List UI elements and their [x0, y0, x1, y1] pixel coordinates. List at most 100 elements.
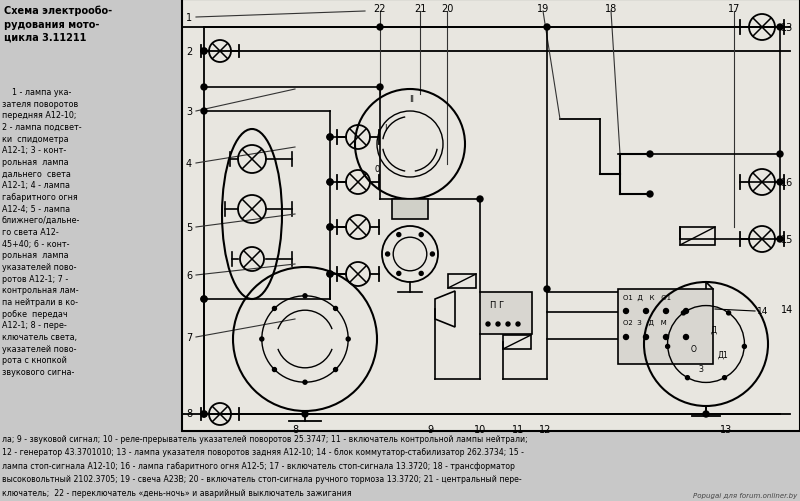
Circle shape [327, 180, 333, 186]
Text: 8: 8 [186, 408, 192, 418]
Circle shape [273, 307, 277, 311]
Circle shape [742, 345, 746, 349]
Text: Д1: Д1 [718, 350, 729, 359]
Circle shape [647, 152, 653, 158]
Circle shape [703, 411, 709, 417]
Circle shape [377, 25, 383, 31]
Circle shape [201, 49, 207, 55]
Text: 17: 17 [728, 4, 740, 14]
Circle shape [477, 196, 483, 202]
Text: 19: 19 [537, 4, 549, 14]
Text: 11: 11 [512, 424, 524, 434]
Circle shape [327, 272, 333, 278]
Bar [480, 293, 532, 334]
Bar [0, 431, 800, 501]
Text: 13: 13 [781, 23, 793, 33]
Text: высоковольтный 2102.3705; 19 - свеча А23В; 20 - включатель стоп-сигнала ручного : высоковольтный 2102.3705; 19 - свеча А23… [2, 474, 522, 483]
Circle shape [327, 224, 333, 230]
Circle shape [201, 411, 207, 417]
Circle shape [683, 309, 689, 314]
Circle shape [273, 368, 277, 372]
Circle shape [201, 49, 207, 55]
Circle shape [726, 311, 730, 315]
Text: 18: 18 [605, 4, 617, 14]
Circle shape [623, 309, 629, 314]
Bar [680, 227, 715, 245]
Circle shape [777, 25, 783, 31]
Text: 12 - генератор 43.3701010; 13 - лампа указателя поворотов задняя А12-10; 14 - бл: 12 - генератор 43.3701010; 13 - лампа ук… [2, 447, 524, 456]
Circle shape [722, 376, 726, 380]
Circle shape [686, 376, 690, 380]
Bar [182, 0, 800, 431]
Circle shape [643, 335, 649, 340]
Text: 13: 13 [720, 424, 732, 434]
Text: 10: 10 [474, 424, 486, 434]
Circle shape [397, 272, 401, 276]
Circle shape [327, 135, 333, 141]
Text: 9: 9 [427, 424, 433, 434]
Circle shape [486, 322, 490, 326]
Circle shape [516, 322, 520, 326]
Circle shape [334, 307, 338, 311]
Circle shape [327, 135, 333, 141]
Circle shape [386, 253, 390, 257]
Circle shape [544, 25, 550, 31]
Text: 4: 4 [186, 159, 192, 169]
Text: З: З [698, 365, 703, 374]
Text: 14: 14 [757, 307, 768, 316]
Circle shape [777, 180, 783, 186]
Circle shape [334, 368, 338, 372]
Text: 20: 20 [441, 4, 453, 14]
Circle shape [302, 411, 308, 417]
Circle shape [327, 180, 333, 186]
Text: ключатель;  22 - переключатель «день-ночь» и аварийный выключатель зажигания: ключатель; 22 - переключатель «день-ночь… [2, 488, 352, 497]
Text: 1: 1 [186, 13, 192, 23]
Circle shape [377, 85, 383, 91]
Text: 22: 22 [374, 4, 386, 14]
Circle shape [623, 335, 629, 340]
Text: Popugai для forum.onliner.by: Popugai для forum.onliner.by [693, 492, 797, 498]
Circle shape [260, 337, 264, 341]
Text: 14: 14 [781, 305, 793, 314]
Circle shape [430, 253, 434, 257]
Circle shape [303, 380, 307, 384]
Circle shape [327, 224, 333, 230]
Circle shape [683, 335, 689, 340]
Circle shape [682, 311, 686, 315]
Circle shape [419, 272, 423, 276]
Circle shape [201, 297, 207, 303]
Text: Схема электрообо-
рудования мото-
цикла 3.11211: Схема электрообо- рудования мото- цикла … [4, 6, 112, 43]
Circle shape [201, 109, 207, 115]
Text: 2: 2 [186, 47, 192, 57]
Bar [0, 0, 182, 501]
Text: О: О [691, 345, 697, 354]
Bar [448, 275, 476, 289]
Circle shape [777, 236, 783, 242]
Circle shape [419, 233, 423, 237]
Text: О2  З   Д   М: О2 З Д М [623, 319, 666, 326]
Circle shape [663, 335, 669, 340]
Text: 5: 5 [186, 222, 192, 232]
Circle shape [544, 287, 550, 293]
Text: лампа стоп-сигнала А12-10; 16 - лампа габаритного огня А12-5; 17 - включатель ст: лампа стоп-сигнала А12-10; 16 - лампа га… [2, 461, 515, 470]
Text: 21: 21 [414, 4, 426, 14]
Text: Д: Д [711, 325, 717, 334]
Circle shape [647, 191, 653, 197]
Text: 1 - лампа ука-
зателя поворотов
передняя А12-10;
2 - лампа подсвет-
ки  спидомет: 1 - лампа ука- зателя поворотов передняя… [2, 88, 82, 376]
Bar [503, 335, 531, 349]
Circle shape [663, 309, 669, 314]
Text: 16: 16 [781, 178, 793, 188]
Text: II: II [410, 95, 414, 104]
Text: О1  Д   К   О1: О1 Д К О1 [623, 295, 671, 301]
Bar [618, 290, 713, 364]
Text: 7: 7 [186, 332, 192, 342]
Circle shape [666, 345, 670, 349]
Circle shape [777, 152, 783, 158]
Text: П Г: П Г [490, 301, 504, 310]
Text: 8: 8 [292, 424, 298, 434]
Circle shape [496, 322, 500, 326]
Circle shape [397, 233, 401, 237]
Text: 12: 12 [539, 424, 551, 434]
Text: ла; 9 - звуковой сигнал; 10 - реле-прерыватель указателей поворотов 25.3747; 11 : ла; 9 - звуковой сигнал; 10 - реле-преры… [2, 434, 528, 443]
Text: I: I [384, 124, 386, 133]
